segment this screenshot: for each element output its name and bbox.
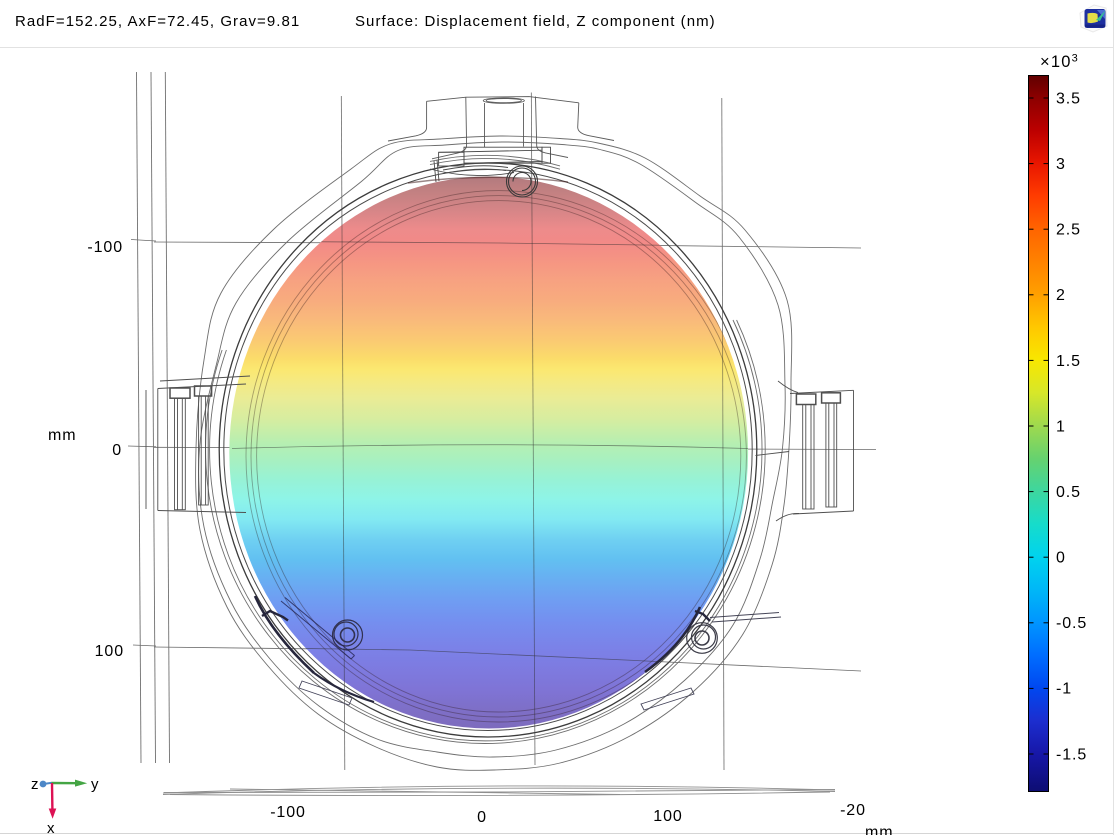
svg-text:3: 3 xyxy=(1056,156,1066,173)
svg-text:-0.5: -0.5 xyxy=(1056,615,1087,632)
svg-text:0: 0 xyxy=(1056,550,1066,567)
svg-text:x: x xyxy=(47,820,55,835)
svg-text:-20: -20 xyxy=(840,802,866,819)
svg-text:1: 1 xyxy=(1056,419,1066,436)
svg-text:0: 0 xyxy=(477,809,487,826)
svg-text:0.5: 0.5 xyxy=(1056,484,1081,501)
svg-text:y: y xyxy=(91,776,99,793)
svg-text:3.5: 3.5 xyxy=(1056,91,1081,108)
svg-text:2: 2 xyxy=(1056,287,1066,304)
svg-text:100: 100 xyxy=(653,808,682,825)
svg-text:-100: -100 xyxy=(270,804,306,821)
svg-text:2.5: 2.5 xyxy=(1056,222,1081,239)
svg-text:×103: ×103 xyxy=(1040,53,1079,72)
svg-text:mm: mm xyxy=(48,427,76,444)
svg-text:mm: mm xyxy=(865,824,893,835)
svg-text:z: z xyxy=(31,776,39,793)
svg-text:100: 100 xyxy=(95,643,124,660)
svg-text:-1.5: -1.5 xyxy=(1056,747,1087,764)
svg-text:-1: -1 xyxy=(1056,681,1072,698)
svg-text:-100: -100 xyxy=(87,239,123,256)
svg-text:0: 0 xyxy=(112,442,122,459)
svg-text:1.5: 1.5 xyxy=(1056,353,1081,370)
